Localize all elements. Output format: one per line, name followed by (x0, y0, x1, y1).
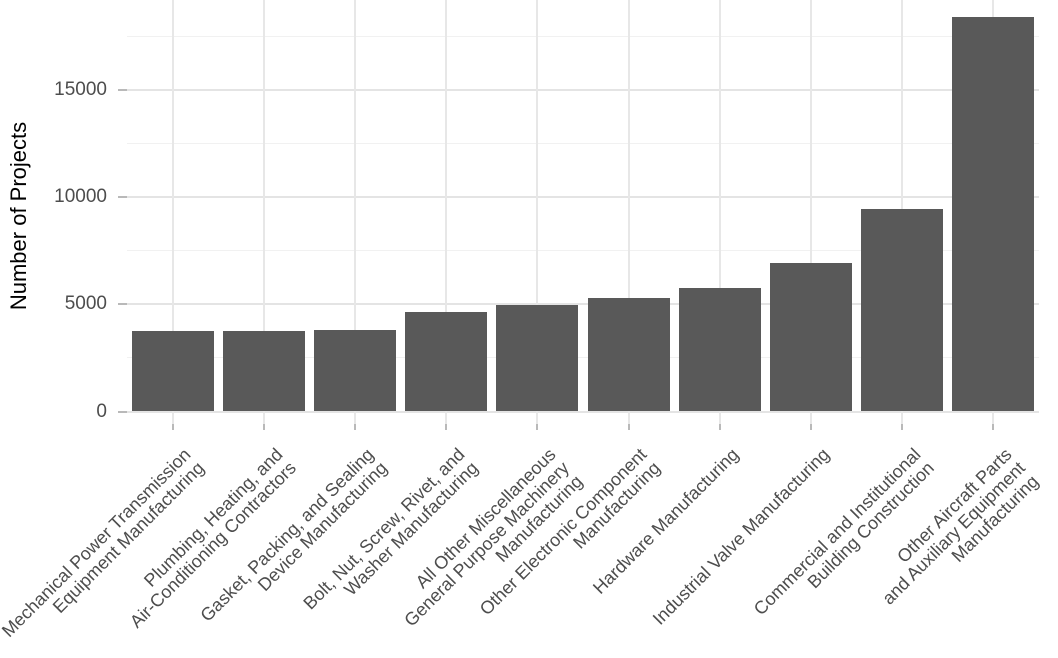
bar (678, 288, 761, 412)
bar (131, 331, 214, 412)
h-gridline-major (127, 410, 1039, 413)
bar (861, 208, 944, 412)
bar (405, 312, 488, 412)
v-gridline (627, 0, 630, 424)
v-gridline (171, 0, 174, 424)
h-gridline-major (127, 196, 1039, 199)
bar (952, 17, 1035, 412)
x-tick-mark (992, 424, 995, 430)
x-tick-mark (627, 424, 630, 430)
v-gridline (536, 0, 539, 424)
x-tick-mark (901, 424, 904, 430)
y-tick-label: 0 (96, 400, 107, 422)
x-tick-mark (353, 424, 356, 430)
v-gridline (718, 0, 721, 424)
x-tick-mark (445, 424, 448, 430)
h-gridline-major (127, 88, 1039, 91)
y-axis-title: Number of Projects (6, 121, 31, 311)
x-tick-mark (809, 424, 812, 430)
y-tick-mark (118, 303, 127, 306)
x-tick-mark (718, 424, 721, 430)
x-tick-mark (171, 424, 174, 430)
h-gridline-minor (127, 35, 1039, 37)
v-gridline (262, 0, 265, 424)
y-tick-label: 5000 (64, 293, 107, 315)
y-tick-label: 15000 (54, 78, 107, 100)
v-gridline (809, 0, 812, 424)
bar (769, 262, 852, 412)
y-tick-mark (118, 410, 127, 413)
bar (587, 297, 670, 412)
y-tick-mark (118, 88, 127, 91)
y-tick-label: 10000 (54, 186, 107, 208)
bar (496, 305, 579, 412)
bar (313, 330, 396, 412)
y-tick-mark (118, 196, 127, 199)
h-gridline-major (127, 303, 1039, 306)
x-tick-mark (262, 424, 265, 430)
bar (222, 330, 305, 412)
x-tick-mark (536, 424, 539, 430)
v-gridline (445, 0, 448, 424)
h-gridline-minor (127, 357, 1039, 359)
h-gridline-minor (127, 250, 1039, 252)
v-gridline (353, 0, 356, 424)
h-gridline-minor (127, 143, 1039, 144)
x-category-label-line: Mechanical Power Transmission (0, 444, 195, 641)
